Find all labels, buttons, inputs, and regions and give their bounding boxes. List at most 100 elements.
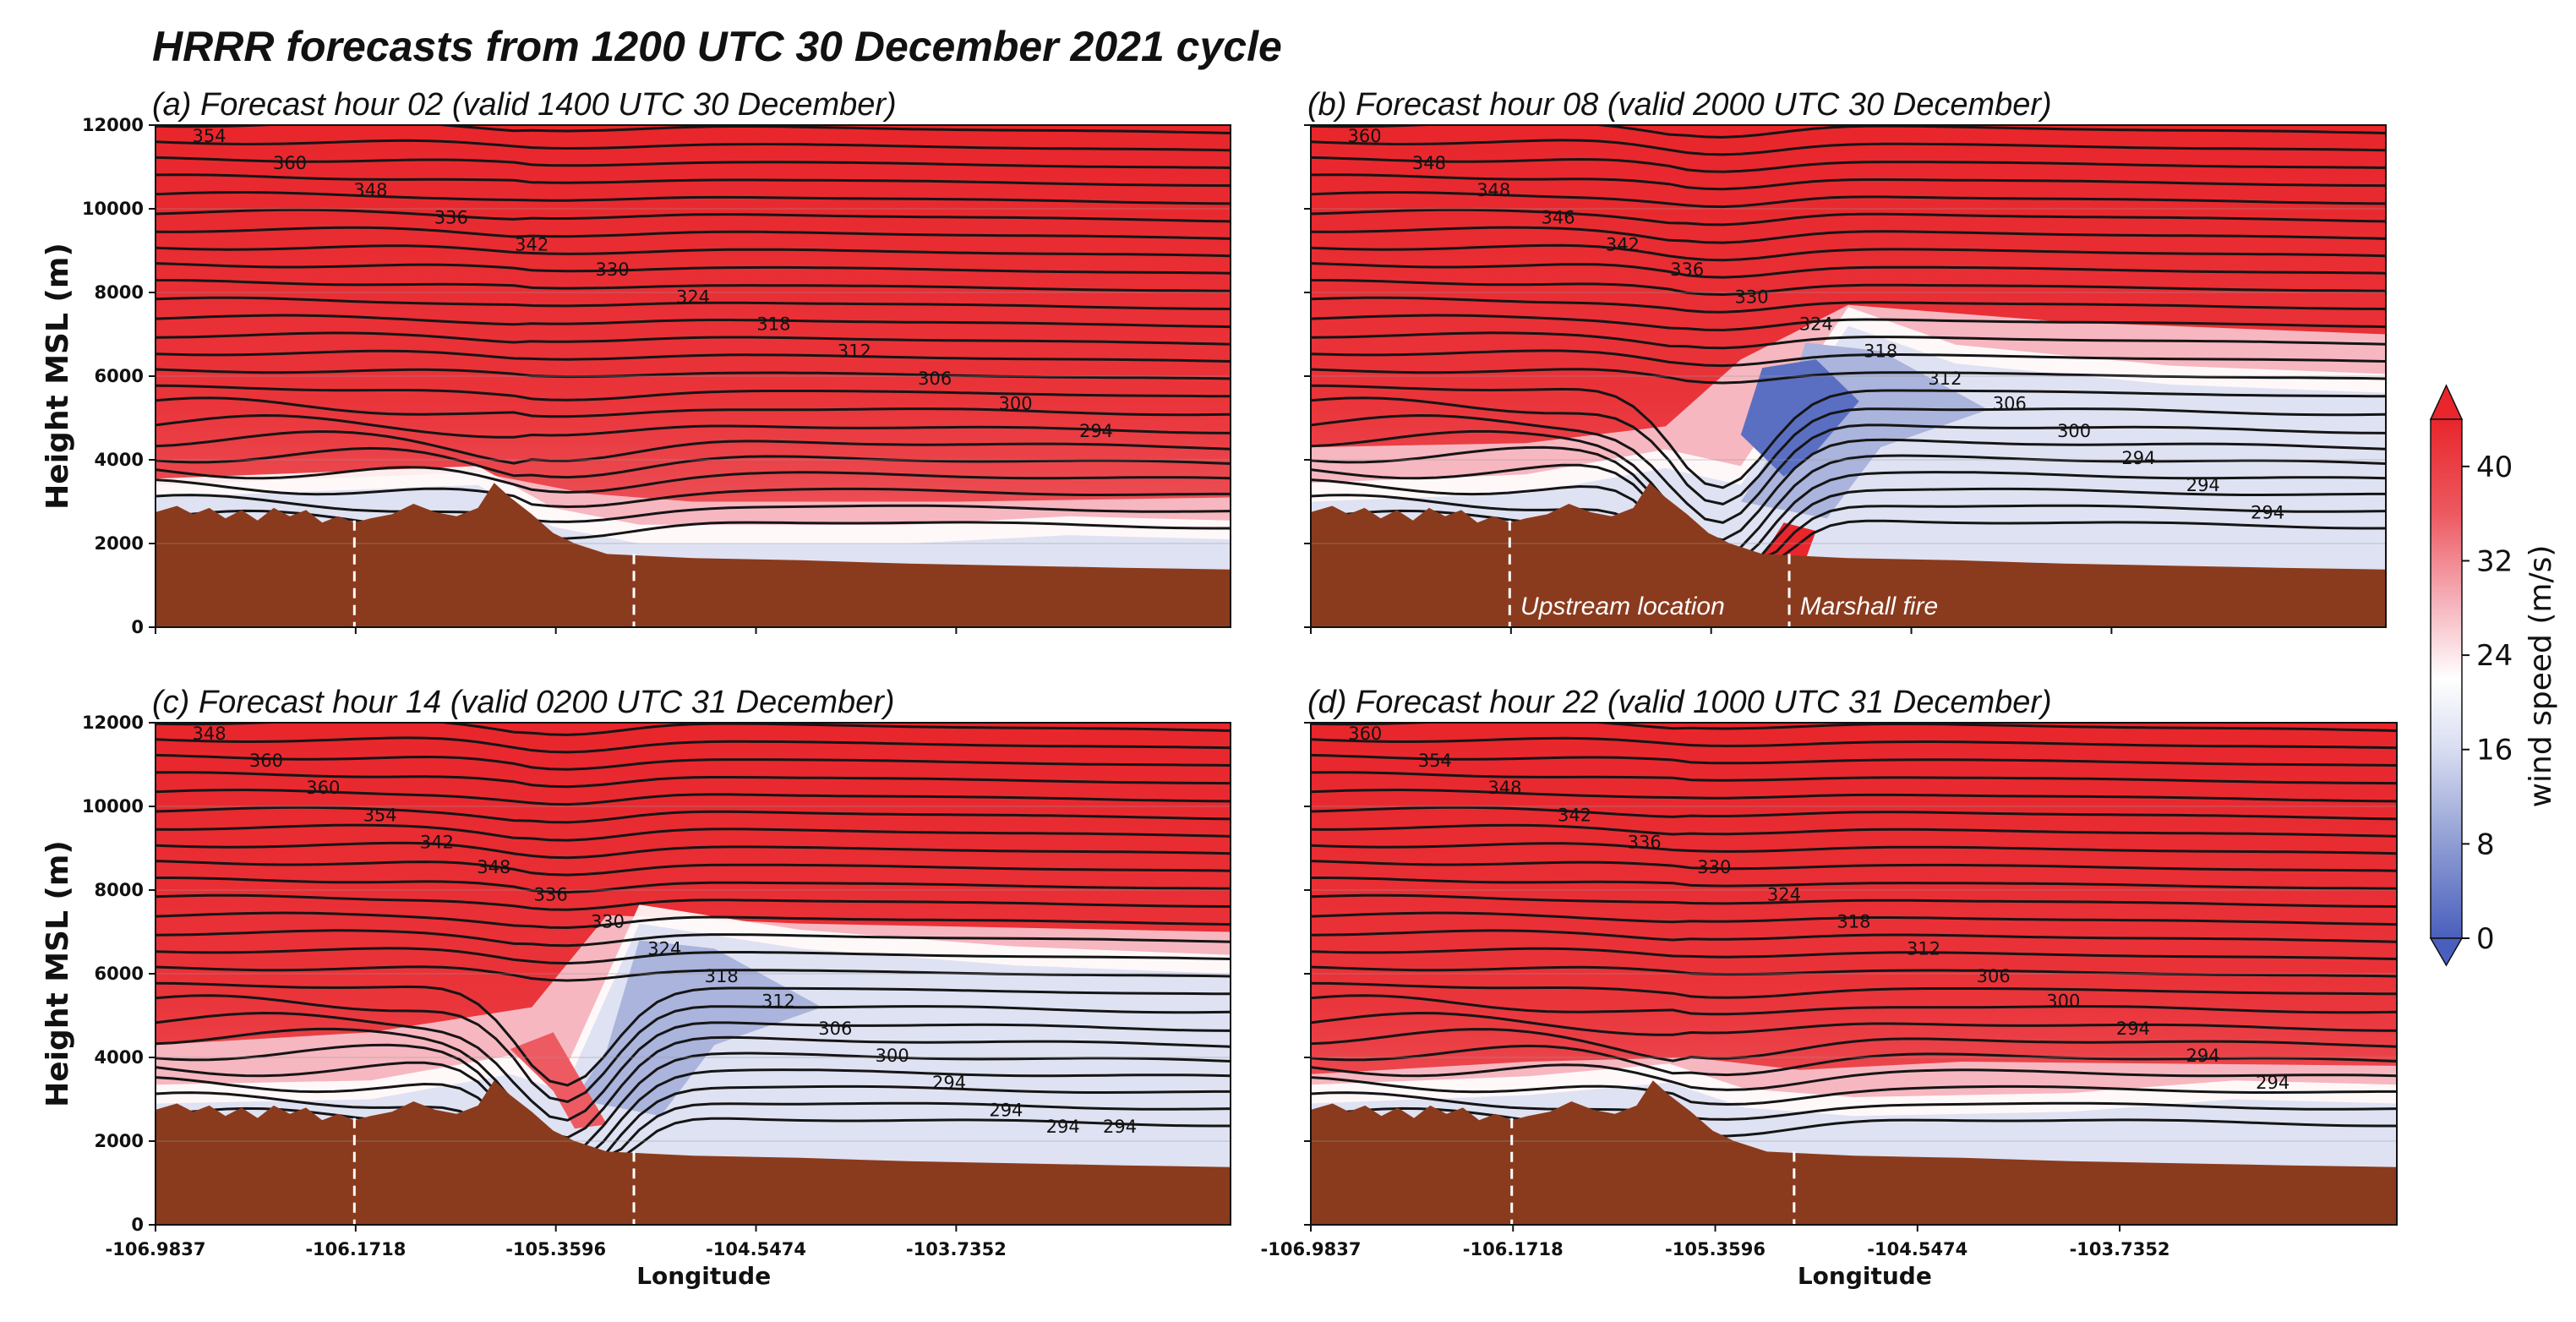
contour-label-b-7: 324 bbox=[1799, 314, 1833, 335]
ytick-label-a-3: 6000 bbox=[95, 366, 144, 386]
xtick-label-d-1: -106.1718 bbox=[1463, 1239, 1564, 1259]
xtick-label-c-1: -106.1718 bbox=[305, 1239, 406, 1259]
y-axis-label-a: Height MSL (m) bbox=[41, 243, 75, 510]
contour-label-b-0: 360 bbox=[1348, 126, 1382, 146]
isentrope-c-12 bbox=[156, 911, 1231, 930]
contour-label-a-5: 330 bbox=[596, 259, 630, 280]
contour-label-c-0: 348 bbox=[193, 724, 226, 744]
isentrope-d-5 bbox=[1311, 1028, 2397, 1063]
panel-title-d: (d) Forecast hour 22 (valid 1000 UTC 31 … bbox=[1307, 685, 2052, 720]
isentrope-a-4 bbox=[156, 446, 1231, 479]
contour-label-b-5: 336 bbox=[1670, 259, 1704, 280]
xtick-label-d-3: -104.5474 bbox=[1867, 1239, 1967, 1259]
isentrope-d-1 bbox=[1311, 1091, 2397, 1121]
contour-label-b-10: 306 bbox=[1993, 394, 2027, 414]
plot-area-a: 354 360 348 336 342 330 324 318 312 306 300 294 bbox=[156, 125, 1231, 627]
plot-area-c: 348 360 360 354 342 348 336 330 324 318 312 306 300 2… bbox=[156, 723, 1231, 1225]
xtick-label-d-0: -106.9837 bbox=[1261, 1239, 1362, 1259]
isentrope-d-18 bbox=[1311, 806, 2397, 821]
wind-core-red-c bbox=[510, 1032, 608, 1129]
contour-label-a-4: 342 bbox=[515, 235, 548, 255]
isentrope-a-3 bbox=[156, 466, 1231, 494]
isentrope-b-17 bbox=[1311, 226, 2386, 244]
contour-label-c-8: 324 bbox=[647, 939, 681, 959]
contour-label-c-1: 360 bbox=[249, 751, 283, 771]
isentrope-a-5 bbox=[156, 430, 1231, 465]
colorbar-bottom-arrow bbox=[2429, 937, 2464, 967]
isentrope-a-21 bbox=[156, 156, 1231, 169]
panel-c: 348 360 360 354 342 348 336 330 324 318 312 306 300 2… bbox=[41, 685, 1231, 1290]
contour-label-b-13: 294 bbox=[2186, 475, 2220, 495]
contour-label-d-13: 294 bbox=[2256, 1073, 2289, 1093]
panel-title-b: (b) Forecast hour 08 (valid 2000 UTC 30 … bbox=[1307, 87, 2052, 123]
contour-label-c-7: 330 bbox=[591, 912, 625, 932]
colorbar: 0 8 16 24 32 40 wind speed (m/s) bbox=[2429, 384, 2558, 967]
contour-label-b-4: 342 bbox=[1606, 235, 1640, 255]
isentrope-c-20 bbox=[156, 771, 1231, 789]
isentrope-c-8 bbox=[156, 981, 1231, 1087]
isentrope-c-23 bbox=[156, 723, 1231, 736]
isentrope-b-2 bbox=[1311, 478, 2386, 562]
figure-title: HRRR forecasts from 1200 UTC 30 December… bbox=[152, 23, 1282, 70]
annotation-upstream-location: Upstream location bbox=[1520, 593, 1725, 620]
isentrope-d-9 bbox=[1311, 965, 2397, 978]
colorbar-tick-label-5: 40 bbox=[2476, 451, 2513, 484]
contour-label-c-16: 294 bbox=[1103, 1117, 1137, 1137]
isentrope-b-21 bbox=[1311, 156, 2386, 173]
contour-label-a-10: 300 bbox=[999, 394, 1033, 414]
contour-label-a-11: 294 bbox=[1079, 421, 1113, 441]
plot-area-b: 360 348 348 346 342 336 330 324 318 312 306 300 294 2… bbox=[1311, 125, 2386, 627]
panel-title-a: (a) Forecast hour 02 (valid 1400 UTC 30 … bbox=[152, 87, 897, 123]
contour-label-a-7: 318 bbox=[756, 314, 790, 335]
contour-label-a-0: 354 bbox=[193, 126, 226, 146]
annotation-marshall-fire: Marshall fire bbox=[1800, 593, 1938, 620]
isentrope-d-22 bbox=[1311, 736, 2397, 750]
isentrope-c-14 bbox=[156, 877, 1231, 894]
contour-label-b-3: 346 bbox=[1542, 207, 1575, 227]
contour-label-c-2: 360 bbox=[306, 778, 340, 798]
ytick-label-c-2: 4000 bbox=[95, 1047, 144, 1068]
contour-label-c-6: 336 bbox=[534, 884, 568, 904]
contour-label-b-11: 300 bbox=[2057, 421, 2091, 441]
isentrope-b-7 bbox=[1311, 396, 2386, 505]
contour-label-d-1: 354 bbox=[1418, 751, 1452, 771]
isentrope-c-3 bbox=[156, 1061, 1231, 1160]
isentrope-d-0 bbox=[1311, 1106, 2397, 1138]
isentrope-d-15 bbox=[1311, 860, 2397, 872]
isentrope-d-3 bbox=[1311, 1063, 2397, 1091]
isentrope-d-16 bbox=[1311, 842, 2397, 855]
xtick-label-c-2: -105.3596 bbox=[505, 1239, 606, 1259]
isentrope-a-18 bbox=[156, 208, 1231, 223]
contour-label-c-4: 342 bbox=[420, 833, 454, 853]
isentrope-a-14 bbox=[156, 279, 1231, 292]
isentrope-a-22 bbox=[156, 139, 1231, 152]
isentrope-d-6 bbox=[1311, 1011, 2397, 1036]
contour-label-b-14: 294 bbox=[2251, 502, 2284, 522]
isentrope-a-6 bbox=[156, 413, 1231, 439]
isentrope-c-22 bbox=[156, 736, 1231, 754]
contour-label-a-2: 348 bbox=[353, 180, 387, 200]
isentrope-d-4 bbox=[1311, 1044, 2397, 1077]
x-axis-label-d: Longitude bbox=[1798, 1262, 1932, 1290]
isentrope-b-4 bbox=[1311, 445, 2386, 558]
isentrope-b-1 bbox=[1311, 494, 2386, 562]
contour-label-a-9: 306 bbox=[918, 369, 952, 389]
isentrope-d-2 bbox=[1311, 1076, 2397, 1106]
contour-label-d-6: 324 bbox=[1767, 884, 1801, 904]
isentrope-c-21 bbox=[156, 753, 1231, 771]
contour-label-b-2: 348 bbox=[1476, 180, 1510, 200]
isentrope-d-17 bbox=[1311, 823, 2397, 838]
contour-label-d-12: 294 bbox=[2186, 1046, 2219, 1066]
ytick-label-a-1: 2000 bbox=[95, 533, 144, 554]
colorbar-tick-label-1: 8 bbox=[2476, 828, 2495, 861]
isentrope-c-19 bbox=[156, 788, 1231, 806]
contour-label-a-3: 336 bbox=[434, 207, 468, 227]
isentrope-d-7 bbox=[1311, 994, 2397, 1016]
isentrope-d-20 bbox=[1311, 771, 2397, 785]
isentrope-a-16 bbox=[156, 244, 1231, 258]
contour-label-d-9: 306 bbox=[1977, 966, 2011, 986]
isentrope-c-2 bbox=[156, 1076, 1231, 1160]
isentrope-a-10 bbox=[156, 349, 1231, 363]
isentrope-b-15 bbox=[1311, 262, 2386, 279]
colorbar-label: wind speed (m/s) bbox=[2524, 545, 2558, 808]
